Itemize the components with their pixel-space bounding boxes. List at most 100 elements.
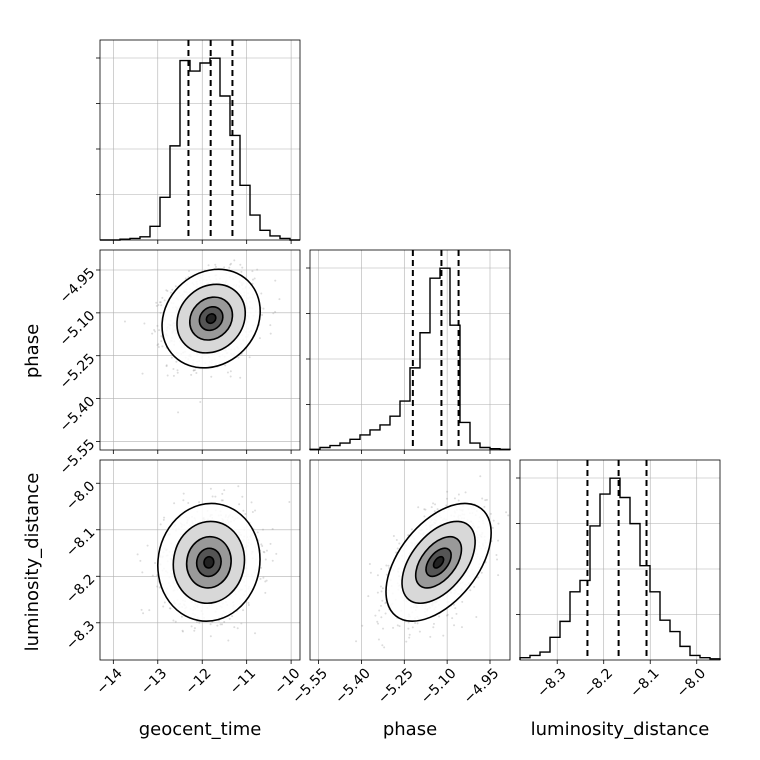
scatter-point	[241, 495, 244, 498]
x-tick-label: −8.1	[627, 665, 662, 700]
scatter-point	[377, 638, 380, 641]
scatter-point	[169, 291, 172, 294]
scatter-point	[230, 262, 233, 265]
scatter-point	[376, 591, 379, 594]
scatter-point	[473, 585, 476, 588]
scatter-point	[479, 475, 482, 478]
scatter-point	[254, 632, 257, 635]
scatter-point	[233, 626, 236, 629]
scatter-point	[497, 539, 500, 542]
scatter-point	[159, 301, 162, 304]
density-contour	[203, 555, 215, 569]
scatter-point	[140, 608, 143, 611]
scatter-point	[160, 304, 163, 307]
scatter-point	[505, 511, 508, 514]
scatter-point	[368, 563, 371, 566]
scatter-point	[408, 636, 411, 639]
scatter-point	[381, 644, 384, 647]
scatter-point	[271, 527, 274, 530]
y-axis-label-luminosity-distance: luminosity_distance	[22, 473, 43, 652]
scatter-point	[264, 558, 267, 561]
scatter-point	[157, 343, 160, 346]
scatter-point	[136, 553, 139, 556]
scatter-point	[392, 626, 395, 629]
x-tick-label: −13	[138, 665, 170, 697]
scatter-point	[269, 542, 272, 545]
scatter-point	[159, 523, 162, 526]
scatter-point	[485, 498, 488, 501]
scatter-point	[381, 587, 384, 590]
density-contour	[205, 313, 217, 325]
scatter-point	[161, 296, 164, 299]
panel-hist-geocent-time	[96, 39, 301, 244]
scatter-point	[238, 503, 241, 506]
scatter-point	[395, 538, 398, 541]
y-tick-label: −8.1	[63, 525, 98, 560]
scatter-point	[369, 571, 372, 574]
scatter-point	[209, 635, 212, 638]
scatter-point	[192, 369, 195, 372]
x-tick-label: −4.95	[461, 665, 503, 707]
scatter-point	[271, 559, 274, 562]
scatter-point	[214, 495, 217, 498]
scatter-point	[262, 576, 265, 579]
scatter-point	[410, 528, 413, 531]
scatter-point	[445, 614, 448, 617]
scatter-point	[158, 329, 161, 332]
scatter-point	[469, 589, 472, 592]
scatter-point	[233, 259, 236, 262]
scatter-point	[173, 502, 176, 505]
scatter-point	[220, 499, 223, 502]
scatter-point	[489, 512, 492, 515]
scatter-point	[153, 329, 156, 332]
scatter-point	[385, 573, 388, 576]
panel-hist-luminosity-distance: −8.3 −8.2 −8.1 −8.0	[516, 459, 721, 701]
scatter-point	[229, 375, 232, 378]
scatter-point	[223, 266, 226, 269]
panel-frame	[309, 459, 511, 661]
scatter-point	[407, 534, 410, 537]
scatter-point	[229, 370, 232, 373]
scatter-point	[380, 567, 383, 570]
y-tick-label: −8.3	[63, 618, 98, 653]
panel-frame	[99, 249, 301, 451]
histogram-luminosity-distance	[519, 477, 721, 660]
scatter-point	[261, 314, 264, 317]
scatter-point	[175, 360, 178, 363]
scatter-point	[396, 547, 399, 550]
scatter-point	[182, 492, 185, 495]
x-tick-label: −8.3	[534, 665, 569, 700]
scatter-point	[256, 268, 259, 271]
scatter-point	[159, 311, 162, 314]
scatter-point	[378, 609, 381, 612]
scatter-point	[387, 564, 390, 567]
scatter-point	[380, 590, 383, 593]
scatter-point	[239, 376, 242, 379]
scatter-point	[160, 335, 163, 338]
y-tick-label: −8.0	[63, 478, 98, 513]
scatter-point	[155, 304, 158, 307]
scatter-point	[155, 301, 158, 304]
scatter-point	[195, 371, 198, 374]
scatter-point	[151, 574, 154, 577]
scatter-point	[160, 340, 163, 343]
scatter-point	[237, 356, 240, 359]
scatter-point	[157, 304, 160, 307]
scatter-point	[263, 551, 266, 554]
panel-frame	[99, 39, 301, 241]
scatter-point	[229, 263, 232, 266]
scatter-point	[265, 579, 268, 582]
scatter-point	[384, 602, 387, 605]
scatter-point	[367, 595, 370, 598]
scatter-point	[166, 290, 169, 293]
scatter-point	[381, 599, 384, 602]
y-tick-label: −4.95	[57, 265, 99, 307]
panel-frame	[309, 249, 511, 451]
scatter-point	[452, 603, 455, 606]
scatter-point	[176, 369, 179, 372]
scatter-point	[237, 485, 240, 488]
density-area	[355, 475, 510, 649]
scatter-point	[162, 605, 165, 608]
scatter-point	[464, 491, 467, 494]
scatter-point	[436, 508, 439, 511]
